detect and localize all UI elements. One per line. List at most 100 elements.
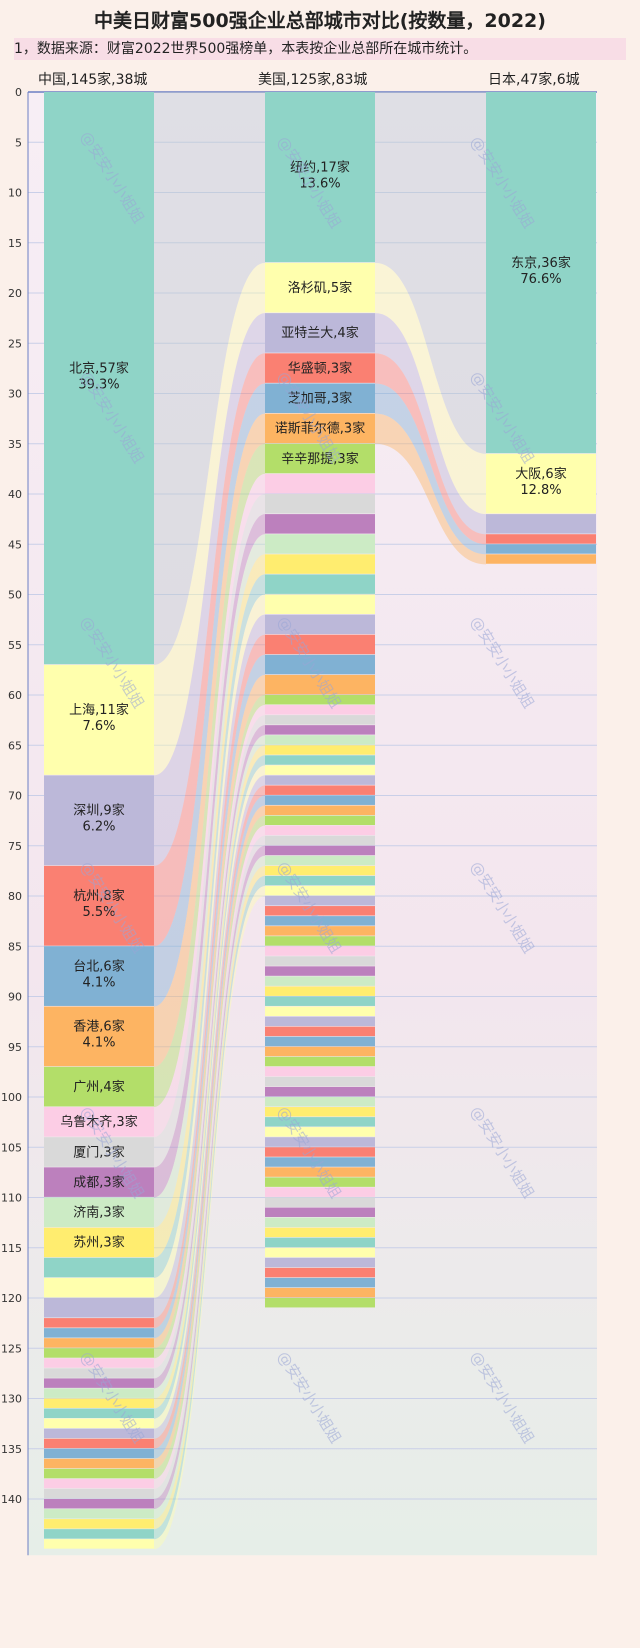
segment-china (44, 946, 154, 1006)
segment-usa (265, 313, 375, 353)
segment-label: 乌鲁木齐,3家 (60, 1114, 137, 1130)
segment-china (44, 775, 154, 866)
segment-usa (265, 1127, 375, 1137)
y-tick-label: 65 (8, 739, 22, 752)
segment-usa (265, 1277, 375, 1288)
segment-usa (265, 1117, 375, 1127)
flow-ribbon (154, 835, 265, 1499)
y-tick-label: 70 (8, 790, 22, 803)
segment-label: 广州,4家 (73, 1079, 124, 1095)
segment-usa (265, 875, 375, 886)
segment-china (44, 1448, 154, 1459)
segment-china (44, 1488, 154, 1499)
data-source-note: 1，数据来源：财富2022世界500强榜单，本表按企业总部所在城市统计。 (14, 38, 626, 60)
flow-ribbon (154, 845, 265, 1510)
column-header-japan: 日本,47家,6城 (488, 72, 580, 88)
segment-usa (265, 1298, 375, 1308)
segment-percent: 6.2% (82, 820, 115, 835)
y-tick-label: 25 (8, 337, 22, 350)
segment-usa (265, 1056, 375, 1067)
flow-ribbon (154, 313, 265, 866)
segment-china (44, 1368, 154, 1378)
segment-usa (265, 554, 375, 574)
segment-label: 东京,36家 (511, 255, 571, 271)
flow-ribbon (154, 815, 265, 1479)
segment-usa (265, 262, 375, 313)
y-tick-label: 85 (8, 940, 22, 953)
segment-japan (486, 544, 596, 554)
segment-china (44, 664, 154, 775)
segment-usa (265, 1026, 375, 1037)
segment-china (44, 1338, 154, 1348)
y-tick-label: 135 (1, 1443, 22, 1456)
segment-japan (486, 92, 596, 454)
segment-usa (265, 634, 375, 655)
segment-china (44, 1529, 154, 1539)
y-tick-label: 105 (1, 1141, 22, 1154)
segment-usa (265, 1157, 375, 1167)
y-tick-label: 120 (1, 1292, 22, 1305)
segment-usa (265, 785, 375, 795)
segment-usa (265, 976, 375, 986)
segment-usa (265, 353, 375, 383)
segment-usa (265, 1257, 375, 1268)
flow-ribbon (154, 614, 265, 1319)
segment-percent: 13.6% (299, 176, 340, 191)
flow-ribbon (154, 353, 265, 947)
segment-usa (265, 1197, 375, 1207)
y-tick-label: 60 (8, 689, 22, 702)
segment-china (44, 1167, 154, 1197)
flow-ribbon (375, 413, 486, 565)
segment-china (44, 865, 154, 946)
y-tick-label: 110 (1, 1192, 22, 1205)
segment-usa (265, 514, 375, 534)
y-tick-label: 140 (1, 1493, 22, 1506)
segment-usa (265, 1066, 375, 1077)
segment-usa (265, 1167, 375, 1177)
segment-usa (265, 835, 375, 846)
segment-percent: 4.1% (82, 975, 115, 990)
segment-label: 纽约,17家 (290, 159, 350, 175)
segment-usa (265, 1287, 375, 1298)
segment-label: 苏州,3家 (73, 1235, 124, 1251)
flow-ribbon (154, 715, 265, 1379)
segment-usa (265, 1097, 375, 1107)
segment-china (44, 1539, 154, 1549)
segment-percent: 5.5% (82, 905, 115, 920)
flow-ribbon (154, 554, 265, 1258)
segment-label: 济南,3家 (73, 1205, 124, 1221)
segment-china (44, 1348, 154, 1358)
segment-percent: 12.8% (520, 483, 561, 498)
segment-label: 成都,3家 (73, 1174, 124, 1190)
segment-label: 大阪,6家 (515, 466, 566, 482)
segment-usa (265, 705, 375, 715)
y-tick-label: 130 (1, 1393, 22, 1406)
flow-ribbon (154, 413, 265, 1067)
segment-usa (265, 574, 375, 594)
segment-usa (265, 1046, 375, 1057)
y-tick-label: 35 (8, 438, 22, 451)
segment-china (44, 1519, 154, 1529)
segment-usa (265, 865, 375, 876)
y-tick-label: 10 (8, 187, 22, 200)
segment-china (44, 1107, 154, 1137)
y-tick-label: 20 (8, 287, 22, 300)
segment-china (44, 1277, 154, 1298)
flow-ribbon (154, 825, 265, 1489)
segment-usa (265, 885, 375, 896)
flow-ribbon (154, 735, 265, 1399)
segment-usa (265, 795, 375, 805)
y-tick-label: 5 (15, 136, 22, 149)
y-tick-label: 80 (8, 890, 22, 903)
y-tick-label: 0 (15, 86, 22, 99)
segment-china (44, 1408, 154, 1418)
flow-ribbon (154, 705, 265, 1369)
segment-usa (265, 1086, 375, 1097)
segment-usa (265, 1187, 375, 1197)
segment-usa (265, 1036, 375, 1047)
flow-ribbon (154, 262, 265, 776)
segment-usa (265, 1267, 375, 1278)
